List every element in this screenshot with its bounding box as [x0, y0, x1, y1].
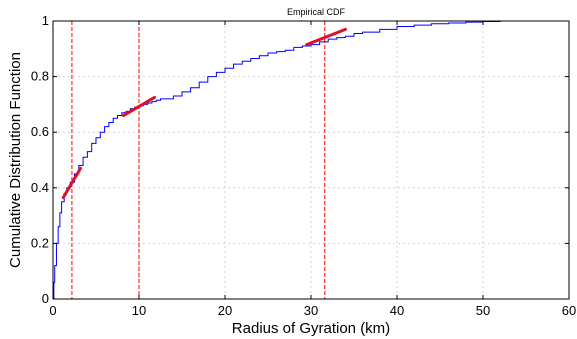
tangent-segments: [61, 27, 347, 200]
y-axis-ticks: 0 0.2 0.4 0.6 0.8 1: [31, 13, 569, 306]
y-tick-label: 0: [42, 291, 49, 306]
y-axis-label: Cumulative Distribution Function: [7, 52, 24, 268]
y-tick-label: 0.6: [31, 124, 49, 139]
tangent-segment: [122, 95, 156, 118]
chart-title: Empirical CDF: [287, 7, 346, 17]
x-tick-label: 20: [218, 303, 232, 318]
x-axis-ticks: 0 10 20 30 40 50 60: [49, 21, 576, 318]
y-tick-label: 0.4: [31, 180, 49, 195]
x-tick-label: 40: [390, 303, 404, 318]
y-tick-label: 1: [42, 13, 49, 28]
tangent-segment: [305, 27, 347, 47]
x-tick-label: 10: [132, 303, 146, 318]
x-axis-label: Radius of Gyration (km): [232, 320, 390, 337]
x-tick-label: 50: [476, 303, 490, 318]
tangent-segment: [61, 166, 83, 200]
grid: [53, 21, 569, 299]
x-tick-label: 0: [49, 303, 56, 318]
x-tick-label: 60: [562, 303, 576, 318]
x-tick-label: 30: [304, 303, 318, 318]
y-tick-label: 0.2: [31, 235, 49, 250]
y-tick-label: 0.8: [31, 69, 49, 84]
reference-lines: [71, 21, 326, 299]
